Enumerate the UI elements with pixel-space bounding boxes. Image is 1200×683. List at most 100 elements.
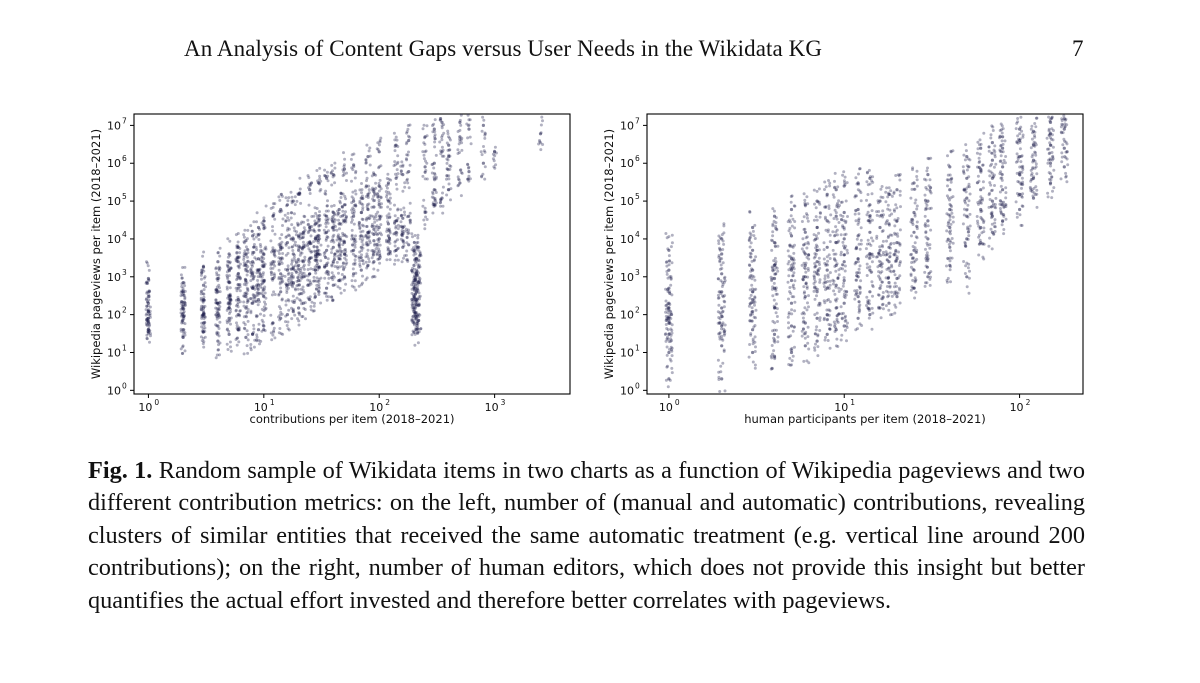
- data-point: [914, 235, 918, 239]
- data-point: [425, 161, 429, 165]
- data-point: [844, 318, 848, 322]
- data-point: [926, 224, 930, 228]
- data-point: [417, 318, 420, 322]
- data-point: [1001, 135, 1005, 139]
- data-point: [978, 199, 982, 203]
- data-point: [183, 314, 186, 318]
- data-point: [448, 148, 452, 152]
- data-point: [897, 264, 901, 267]
- data-point: [999, 154, 1003, 158]
- data-point: [913, 214, 917, 218]
- data-point: [289, 274, 293, 278]
- data-point: [145, 261, 149, 265]
- data-point: [857, 305, 861, 309]
- data-point: [234, 233, 238, 237]
- data-point: [915, 236, 919, 240]
- data-point: [898, 261, 902, 265]
- data-point: [181, 307, 185, 311]
- data-point: [330, 183, 334, 187]
- data-point: [329, 171, 333, 175]
- data-point: [948, 259, 952, 263]
- data-point: [993, 203, 997, 206]
- data-point: [1047, 134, 1051, 137]
- data-point: [723, 330, 726, 334]
- data-point: [402, 244, 406, 248]
- data-point: [300, 315, 304, 319]
- data-point: [772, 339, 776, 343]
- data-point: [243, 263, 247, 267]
- data-point: [898, 288, 902, 292]
- data-point: [998, 148, 1002, 152]
- data-point: [366, 231, 370, 235]
- data-point: [788, 363, 792, 367]
- data-point: [325, 248, 329, 252]
- data-point: [446, 167, 449, 171]
- data-point: [291, 294, 295, 298]
- data-point: [776, 335, 780, 339]
- data-point: [774, 286, 778, 290]
- data-point: [273, 264, 277, 268]
- data-point: [827, 286, 831, 290]
- data-point: [1062, 114, 1066, 118]
- data-point: [354, 171, 358, 175]
- data-point: [804, 281, 808, 285]
- data-point: [203, 315, 207, 318]
- data-point: [309, 183, 313, 187]
- data-point: [353, 258, 357, 262]
- data-point: [875, 210, 879, 214]
- data-point: [244, 245, 248, 249]
- data-point: [458, 168, 462, 172]
- data-point: [825, 313, 829, 317]
- data-point: [825, 219, 829, 223]
- data-point: [1017, 137, 1020, 141]
- data-point: [967, 291, 971, 295]
- data-point: [951, 149, 955, 153]
- data-point: [1015, 140, 1019, 144]
- data-point: [339, 251, 343, 255]
- data-point: [272, 213, 276, 217]
- data-point: [317, 248, 321, 252]
- data-point: [979, 195, 983, 199]
- data-point: [364, 234, 368, 238]
- data-point: [308, 184, 312, 188]
- data-point: [885, 219, 889, 223]
- data-point: [803, 204, 807, 208]
- x-tick-exponent: 1: [270, 398, 275, 407]
- data-point: [308, 256, 312, 260]
- data-point: [146, 328, 150, 332]
- data-point: [344, 210, 347, 214]
- data-point: [793, 220, 797, 223]
- data-point: [374, 193, 377, 197]
- data-point: [670, 261, 674, 265]
- data-point: [723, 279, 727, 283]
- data-point: [962, 170, 966, 174]
- data-point: [145, 323, 149, 327]
- data-point: [350, 284, 354, 288]
- data-point: [289, 216, 293, 220]
- data-point: [669, 309, 673, 313]
- data-point: [467, 165, 471, 169]
- data-point: [252, 274, 256, 278]
- data-point: [301, 285, 305, 289]
- data-point: [842, 324, 846, 328]
- data-point: [331, 225, 335, 230]
- data-point: [359, 230, 363, 234]
- data-point: [775, 227, 779, 231]
- data-point: [181, 311, 185, 315]
- data-point: [747, 238, 751, 242]
- data-point: [323, 291, 327, 295]
- data-point: [179, 294, 183, 298]
- data-point: [287, 246, 291, 250]
- data-point: [842, 295, 846, 298]
- data-point: [790, 359, 794, 363]
- data-point: [889, 189, 893, 193]
- data-point: [1020, 170, 1024, 174]
- data-point: [416, 332, 420, 335]
- data-point: [719, 263, 723, 267]
- data-point: [1004, 217, 1008, 221]
- data-point: [269, 263, 273, 267]
- data-point: [330, 247, 334, 251]
- data-point: [278, 262, 281, 266]
- data-point: [813, 348, 817, 352]
- data-point: [303, 243, 307, 247]
